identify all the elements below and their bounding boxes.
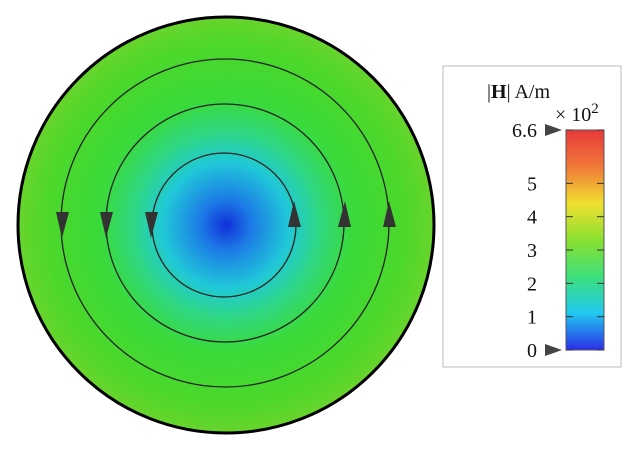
tick-label: 5 [527, 173, 537, 195]
tick-label: 1 [527, 307, 537, 329]
tick-label: 4 [527, 207, 537, 229]
tick-label: 3 [527, 240, 537, 262]
domain [16, 15, 436, 435]
range-marker [545, 344, 562, 356]
colorbar-ticks: 0 1 2 3 4 5 6.6 [512, 120, 604, 362]
colorbar-multiplier: × 102 [555, 101, 599, 126]
colorbar [565, 129, 605, 351]
field-plot [16, 15, 436, 435]
arrows [56, 201, 396, 238]
range-marker [545, 124, 562, 136]
colorbar-title: |H| A/m [487, 81, 550, 103]
tick-label: 6.6 [512, 120, 537, 142]
tick-label: 0 [527, 340, 537, 362]
tick-label: 2 [527, 273, 537, 295]
